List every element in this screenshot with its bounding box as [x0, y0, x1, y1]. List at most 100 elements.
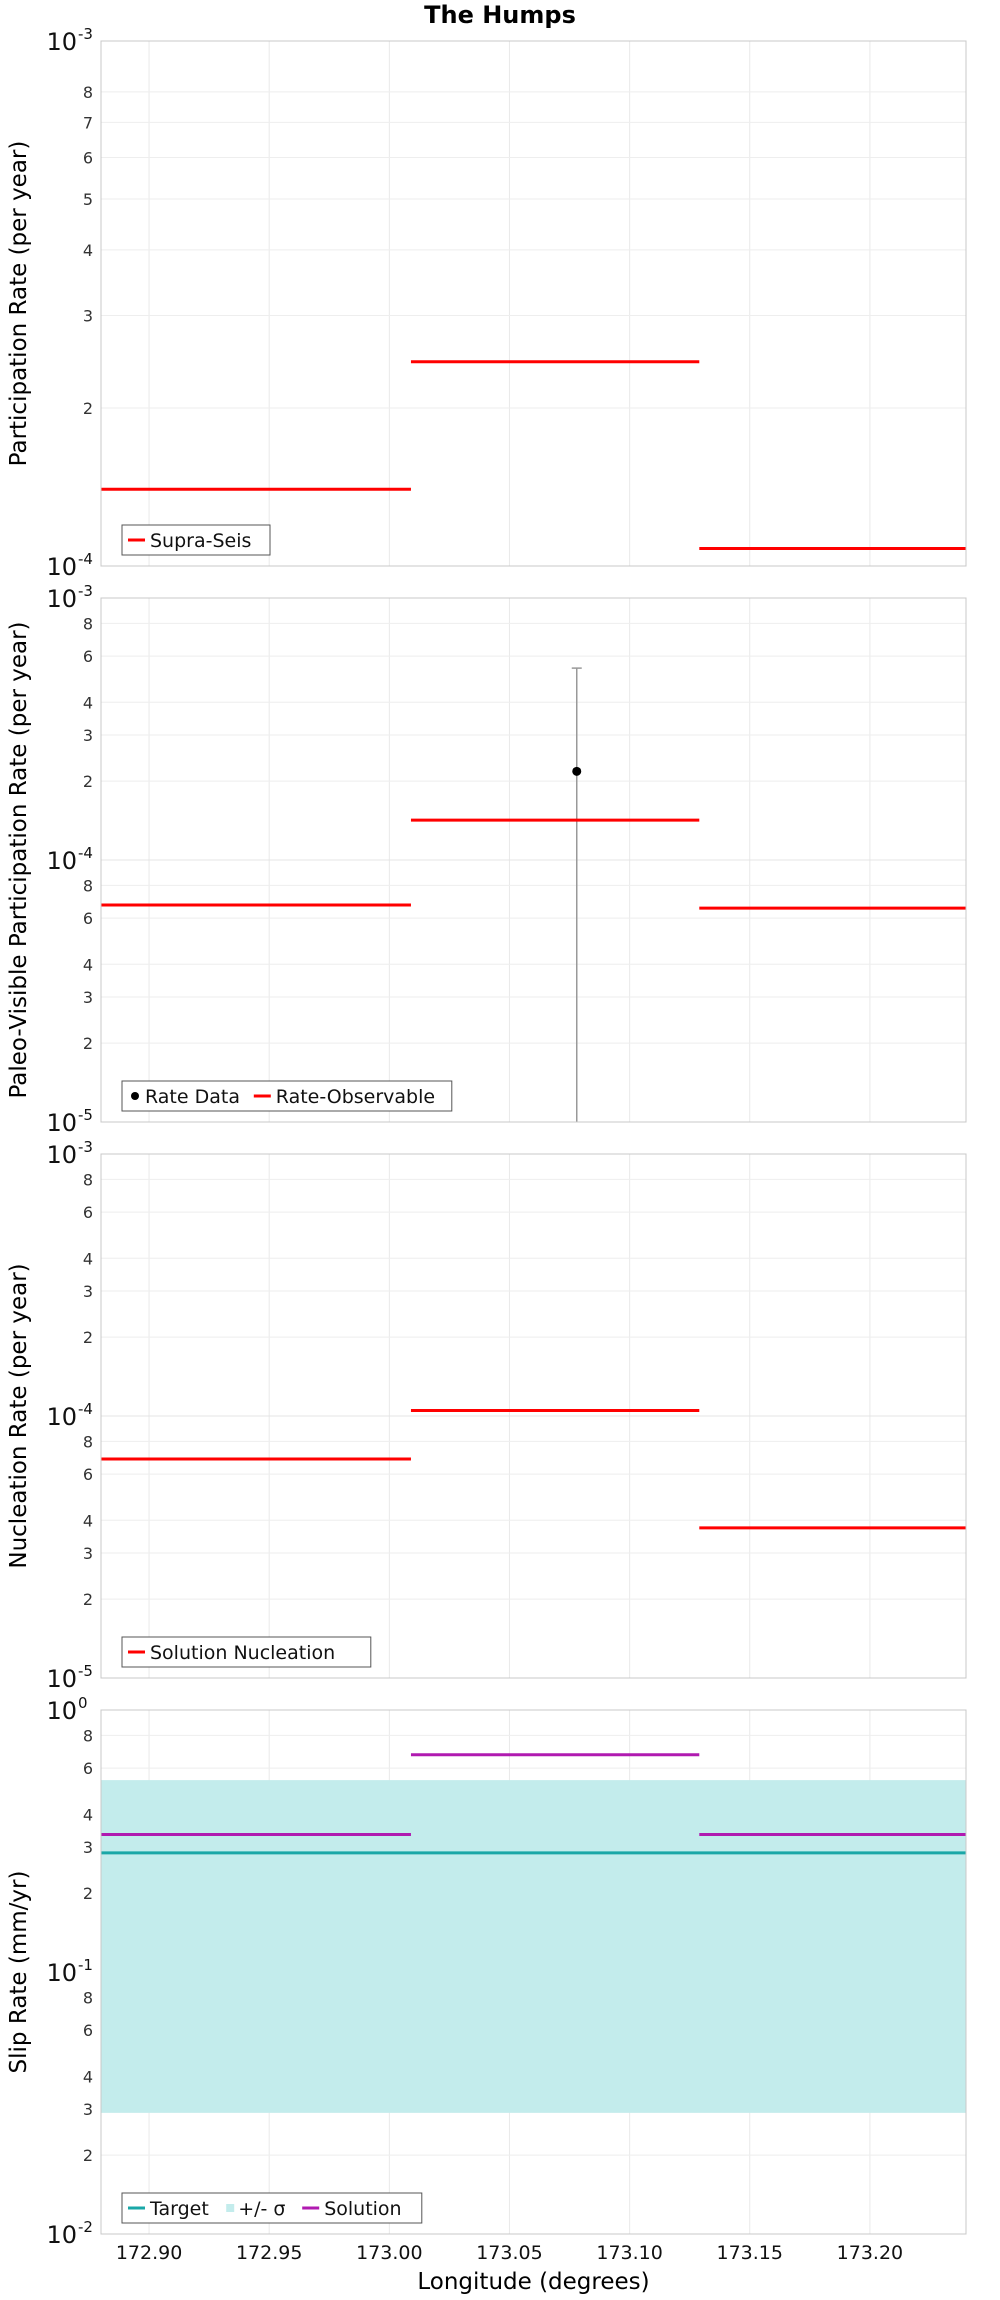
x-tick-label: 172.95 — [236, 2242, 302, 2264]
x-axis-label: Longitude (degrees) — [417, 2269, 649, 2295]
y-minor-tick-label: 4 — [83, 1511, 93, 1530]
legend-label: Rate-Observable — [276, 1086, 435, 1108]
y-minor-tick-label: 3 — [83, 307, 93, 326]
legend-marker — [131, 1092, 139, 1100]
y-minor-tick-label: 2 — [83, 1590, 93, 1609]
legend-box — [121, 1080, 453, 1112]
y-minor-tick-label: 2 — [83, 399, 93, 418]
y-major-tick-exponent: -2 — [78, 2218, 93, 2236]
x-tick-label: 173.10 — [596, 2242, 662, 2264]
y-minor-tick-label: 4 — [83, 1805, 93, 1824]
y-minor-tick-label: 2 — [83, 1328, 93, 1347]
y-major-tick-label: 10 — [46, 1109, 77, 1137]
y-major-tick-label: 10 — [46, 28, 77, 56]
y-major-tick-label: 10 — [46, 1697, 77, 1725]
y-minor-tick-label: 2 — [83, 2146, 93, 2165]
y-minor-tick-label: 2 — [83, 1884, 93, 1903]
y-minor-tick-label: 7 — [83, 113, 93, 132]
legend-label: +/- σ — [238, 2198, 285, 2220]
legend-label: Supra-Seis — [150, 530, 251, 552]
x-tick-label: 172.90 — [116, 2242, 182, 2264]
y-major-tick-label: 10 — [46, 1665, 77, 1693]
y-minor-tick-label: 4 — [83, 2067, 93, 2086]
y-major-tick-exponent: -3 — [78, 1138, 93, 1156]
legend-box — [121, 1636, 372, 1668]
y-major-tick-exponent: -3 — [78, 582, 93, 600]
legend-label: Rate Data — [145, 1086, 240, 1108]
y-major-tick-label: 10 — [46, 1141, 77, 1169]
x-tick-label: 173.15 — [717, 2242, 783, 2264]
y-minor-tick-label: 8 — [83, 614, 93, 633]
legend: Rate Data Rate-Observable — [121, 1080, 453, 1112]
x-tick-label: 173.00 — [356, 2242, 422, 2264]
y-minor-tick-label: 8 — [83, 1170, 93, 1189]
y-major-tick-exponent: -4 — [78, 1400, 93, 1418]
y-major-tick-exponent: -5 — [78, 1106, 93, 1124]
y-major-tick-exponent: -4 — [78, 844, 93, 862]
y-minor-tick-label: 8 — [83, 876, 93, 895]
y-major-tick-exponent: -5 — [78, 1662, 93, 1680]
y-minor-tick-label: 3 — [83, 1544, 93, 1563]
y-axis-label: Nucleation Rate (per year) — [6, 1263, 32, 1568]
y-minor-tick-label: 8 — [83, 1432, 93, 1451]
plot-background — [101, 41, 966, 566]
plot-frame — [100, 40, 967, 567]
y-minor-tick-label: 3 — [83, 726, 93, 745]
y-major-tick-exponent: 0 — [78, 1694, 88, 1712]
y-axis-label: Participation Rate (per year) — [6, 141, 32, 467]
legend: Supra-Seis — [121, 524, 271, 556]
sigma-band — [101, 1780, 966, 2113]
y-minor-tick-label: 2 — [83, 1034, 93, 1053]
plot-frame — [100, 1709, 967, 2235]
y-minor-tick-label: 8 — [83, 83, 93, 102]
plot-frame — [100, 1153, 967, 1679]
y-minor-tick-label: 6 — [83, 909, 93, 928]
y-minor-tick-label: 6 — [83, 1465, 93, 1484]
legend: Target +/- σ Solution — [121, 2192, 423, 2224]
y-minor-tick-label: 6 — [83, 647, 93, 666]
y-major-tick-exponent: -1 — [78, 1956, 93, 1974]
y-major-tick-exponent: -4 — [78, 550, 93, 568]
y-minor-tick-label: 6 — [83, 2021, 93, 2040]
legend-box — [121, 2192, 423, 2224]
y-major-tick-exponent: -3 — [78, 25, 93, 43]
legend-box — [121, 524, 271, 556]
y-major-tick-label: 10 — [46, 1959, 77, 1987]
y-minor-tick-label: 3 — [83, 1838, 93, 1857]
y-major-tick-label: 10 — [46, 847, 77, 875]
figure-title: The Humps — [424, 1, 576, 29]
y-minor-tick-label: 4 — [83, 693, 93, 712]
data-point — [572, 766, 582, 776]
y-minor-tick-label: 4 — [83, 955, 93, 974]
y-major-tick-label: 10 — [46, 2221, 77, 2249]
y-minor-tick-label: 3 — [83, 988, 93, 1007]
legend-label: Target — [149, 2198, 209, 2220]
y-minor-tick-label: 4 — [83, 1249, 93, 1268]
y-minor-tick-label: 2 — [83, 772, 93, 791]
y-minor-tick-label: 6 — [83, 1759, 93, 1778]
legend-label: Solution — [324, 2198, 401, 2220]
y-axis-label: Slip Rate (mm/yr) — [6, 1871, 32, 2074]
y-minor-tick-label: 3 — [83, 2100, 93, 2119]
y-minor-tick-label: 6 — [83, 148, 93, 167]
y-minor-tick-label: 8 — [83, 1726, 93, 1745]
x-tick-label: 173.20 — [837, 2242, 903, 2264]
plot-frame — [100, 597, 967, 1123]
legend-swatch — [226, 2204, 235, 2212]
legend-label: Solution Nucleation — [150, 1642, 335, 1664]
y-minor-tick-label: 4 — [83, 241, 93, 260]
x-tick-label: 173.05 — [476, 2242, 542, 2264]
y-minor-tick-label: 5 — [83, 190, 93, 209]
y-minor-tick-label: 3 — [83, 1282, 93, 1301]
y-minor-tick-label: 8 — [83, 1988, 93, 2007]
y-major-tick-label: 10 — [46, 553, 77, 581]
y-major-tick-label: 10 — [46, 585, 77, 613]
y-minor-tick-label: 6 — [83, 1203, 93, 1222]
y-axis-label: Paleo-Visible Participation Rate (per ye… — [6, 621, 32, 1098]
